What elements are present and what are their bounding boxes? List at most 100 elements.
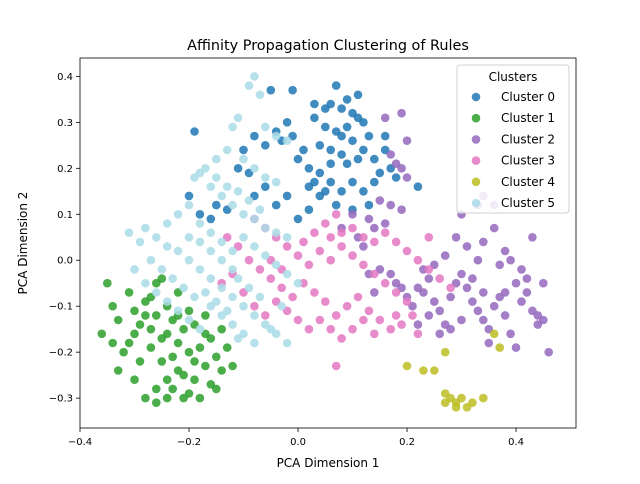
scatter-point [375,196,385,205]
scatter-point [479,288,488,297]
scatter-point [435,274,445,283]
scatter-point [337,242,346,251]
legend-title: Clusters [489,70,538,84]
scatter-point [113,315,123,325]
scatter-point [282,136,292,145]
scatter-point [162,219,172,228]
scatter-point [282,233,292,242]
scatter-point [370,329,379,339]
y-tick-label: 0.3 [57,118,73,129]
scatter-point [337,228,346,237]
scatter-point [348,251,357,260]
scatter-point [250,311,259,320]
scatter-point [380,131,390,141]
scatter-point [233,274,243,283]
scatter-point [212,154,221,164]
scatter-point [157,265,167,274]
scatter-point [146,343,156,352]
scatter-point [430,297,439,306]
scatter-point [239,233,248,242]
scatter-point [222,182,232,191]
y-tick-label: 0.4 [57,72,73,83]
legend-label: Cluster 1 [501,111,555,125]
scatter-point [544,347,553,357]
y-tick-label: 0.1 [57,210,73,221]
scatter-point [359,242,368,251]
plot-frame [79,57,577,429]
legend-box [456,64,570,214]
scatter-point [370,223,379,233]
scatter-point [500,246,510,256]
scatter-point [152,398,161,408]
scatter-point [293,154,303,164]
scatter-point [157,274,167,283]
scatter-point [173,306,183,316]
scatter-point [424,233,434,242]
scatter-points [97,72,553,412]
scatter-point [364,131,374,141]
scatter-point [326,159,336,168]
scatter-point [402,361,412,371]
scatter-point [359,233,368,242]
y-axis-label: PCA Dimension 2 [16,192,30,295]
scatter-point [261,251,270,260]
scatter-point [141,311,150,320]
scatter-point [413,182,423,191]
scatter-point [282,242,292,251]
scatter-point [271,131,281,141]
scatter-point [282,269,292,279]
scatter-point [370,269,379,279]
scatter-point [222,343,232,352]
scatter-point [386,269,396,279]
scatter-point [424,265,434,274]
scatter-point [337,150,346,159]
scatter-point [201,288,210,297]
scatter-point [359,315,368,325]
scatter-point [402,136,412,145]
scatter-point [146,324,156,334]
scatter-point [342,301,352,311]
scatter-point [97,329,107,339]
scatter-point [348,324,357,334]
scatter-point [397,108,406,118]
scatter-point [250,301,259,311]
scatter-point [173,246,183,256]
chart-title: Affinity Propagation Clustering of Rules [187,38,469,54]
scatter-point [331,200,341,210]
scatter-point [310,228,319,237]
scatter-point [266,274,276,283]
legend-marker [471,156,481,165]
scatter-point [206,214,216,224]
scatter-point [277,301,287,311]
x-tick-label: 0.0 [290,437,306,448]
legend-marker [471,92,481,102]
scatter-point [489,223,499,233]
scatter-point [266,85,276,95]
scatter-point [162,329,172,339]
scatter-point [419,288,428,297]
scatter-point [217,255,226,265]
scatter-point [408,311,417,320]
scatter-point [484,338,494,348]
scatter-point [413,255,423,265]
scatter-point [135,357,145,366]
scatter-point [239,154,248,164]
scatter-point [184,315,194,325]
scatter-point [462,242,472,251]
scatter-point [326,255,336,265]
scatter-point [206,380,216,389]
scatter-point [239,145,248,155]
scatter-point [337,187,346,196]
scatter-point [391,173,401,182]
scatter-point [162,393,172,403]
legend-marker [471,198,481,208]
scatter-point [293,278,303,288]
y-tick-label: −0.2 [49,348,73,359]
scatter-point [141,223,150,233]
legend-marker [471,113,481,123]
scatter-point [304,260,314,270]
scatter-point [130,265,139,274]
scatter-point [217,237,226,247]
scatter-point [179,283,188,293]
scatter-point [430,366,439,375]
